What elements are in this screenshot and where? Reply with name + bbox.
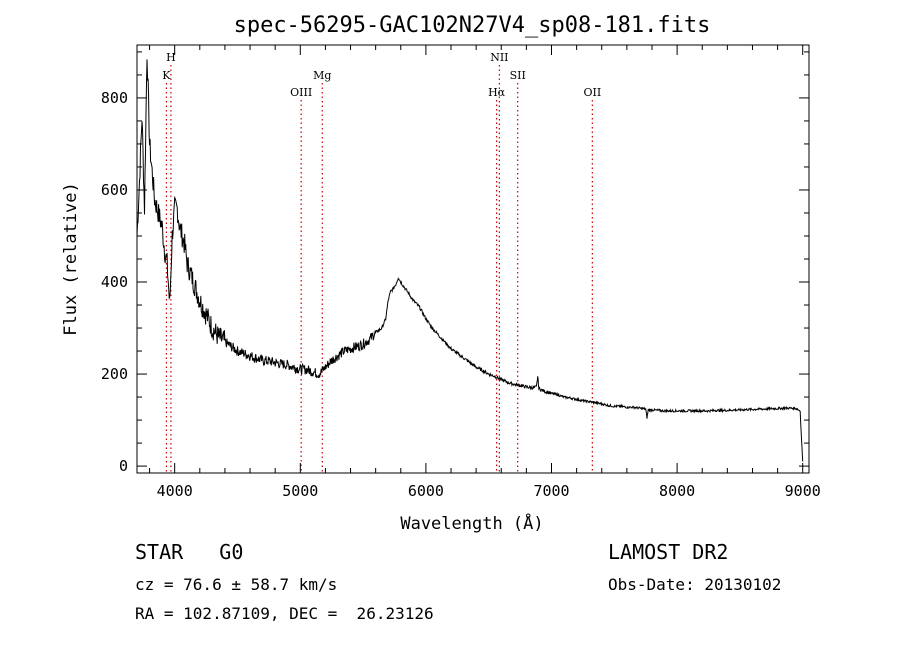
- y-tick-label: 200: [101, 365, 128, 383]
- x-tick-label: 5000: [282, 482, 318, 500]
- x-tick-label: 8000: [659, 482, 695, 500]
- marker-label-h: H: [166, 51, 176, 64]
- marker-label-hα: Hα: [488, 86, 506, 99]
- marker-label-oii: OII: [583, 86, 601, 99]
- observation-date: Obs-Date: 20130102: [608, 575, 782, 594]
- spectrum-line: [136, 59, 804, 462]
- y-tick-label: 600: [101, 181, 128, 199]
- ra-dec-coordinates: RA = 102.87109, DEC = 26.23126: [135, 604, 434, 623]
- spectral-class: STAR G0: [135, 540, 243, 564]
- x-tick-label: 7000: [533, 482, 569, 500]
- marker-label-k: K: [162, 69, 171, 82]
- x-tick-label: 6000: [408, 482, 444, 500]
- chart-title: spec-56295-GAC102N27V4_sp08-181.fits: [234, 13, 711, 38]
- object-subclass: G0: [219, 540, 244, 564]
- object-class: STAR: [135, 540, 184, 564]
- x-tick-label: 9000: [785, 482, 821, 500]
- y-axis-label: Flux (relative): [61, 182, 81, 336]
- y-tick-label: 800: [101, 89, 128, 107]
- x-tick-label: 4000: [157, 482, 193, 500]
- y-tick-label: 400: [101, 273, 128, 291]
- marker-label-nii: NII: [490, 51, 508, 64]
- axis-ticks: 4000 5000 6000 7000 8000 9000 0 200 400 600 800: [101, 45, 821, 500]
- x-axis-label: Wavelength (Å): [400, 512, 543, 534]
- survey-name: LAMOST DR2: [608, 540, 729, 564]
- y-tick-label: 0: [119, 457, 128, 475]
- marker-label-sii: SII: [510, 69, 526, 82]
- marker-label-mg: Mg: [313, 69, 331, 82]
- marker-label-oiii: OIII: [290, 86, 312, 99]
- redshift-velocity: cz = 76.6 ± 58.7 km/s: [135, 575, 338, 594]
- plot-frame: [136, 44, 810, 474]
